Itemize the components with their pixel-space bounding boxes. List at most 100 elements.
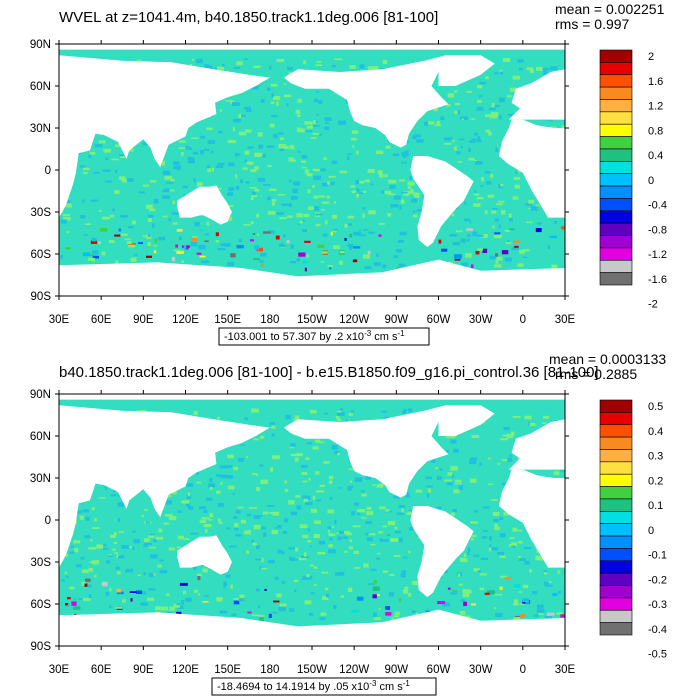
ocean-cell	[310, 508, 318, 513]
ocean-cell	[258, 144, 264, 149]
ocean-cell	[406, 191, 411, 195]
ocean-cell	[286, 240, 290, 244]
ocean-cell	[347, 156, 350, 161]
ocean-cell	[412, 210, 416, 213]
ocean-cell	[315, 471, 320, 475]
ocean-cell	[66, 604, 70, 607]
ocean-cell	[290, 511, 298, 516]
ocean-cell	[117, 495, 120, 497]
ocean-cell	[338, 571, 345, 576]
ocean-cell	[317, 100, 323, 104]
ocean-cell	[335, 572, 342, 576]
ocean-cell	[317, 244, 325, 248]
ocean-cell	[316, 499, 322, 502]
ocean-cell	[460, 145, 463, 149]
ocean-cell	[82, 569, 89, 574]
ocean-cell	[332, 230, 338, 233]
ocean-cell	[112, 208, 115, 212]
ocean-cell	[211, 167, 214, 172]
ocean-cell	[446, 482, 453, 486]
ocean-cell	[104, 180, 112, 183]
colorbar-swatch	[599, 210, 633, 224]
ocean-cell	[318, 195, 326, 198]
ocean-cell	[260, 435, 265, 439]
ocean-cell	[458, 583, 463, 586]
ocean-cell	[479, 587, 485, 590]
ocean-cell	[375, 150, 384, 155]
land-mass	[59, 44, 565, 50]
ocean-cell	[415, 489, 423, 493]
ocean-cell	[178, 147, 186, 149]
ocean-cell	[130, 598, 133, 602]
ocean-cell	[251, 85, 259, 90]
ocean-cell	[84, 535, 91, 539]
ocean-cell	[461, 262, 469, 267]
ocean-cell	[351, 609, 360, 613]
ocean-cell	[179, 236, 182, 240]
ocean-cell	[235, 174, 238, 179]
ocean-cell	[279, 217, 287, 220]
ocean-cell	[489, 536, 492, 541]
ocean-cell	[314, 439, 321, 443]
y-tick-label: 30S	[31, 207, 52, 219]
ocean-cell	[324, 412, 328, 415]
ocean-cell	[373, 617, 381, 620]
ocean-cell	[79, 165, 86, 168]
ocean-cell	[204, 148, 210, 152]
land-mass	[59, 405, 270, 568]
ocean-cell	[304, 240, 311, 243]
ocean-cell	[487, 590, 495, 595]
ocean-cell	[480, 234, 488, 238]
ocean-cell	[402, 155, 407, 158]
ocean-cell	[306, 254, 310, 258]
ocean-cell	[137, 574, 141, 577]
ocean-cell	[251, 195, 257, 198]
ocean-cell	[482, 530, 488, 532]
ocean-cell	[238, 598, 245, 602]
ocean-cell	[327, 265, 333, 268]
colorbar-swatch	[599, 247, 633, 261]
x-axis-labels: 30E 60E 90E 120E 150E 180 150W 120W 90W 60W 30W 0 30…	[49, 314, 576, 326]
ocean-cell	[256, 487, 260, 492]
ocean-cell	[64, 571, 68, 574]
ocean-cell	[496, 256, 503, 261]
ocean-cell	[366, 506, 372, 510]
ocean-cell	[257, 615, 265, 617]
ocean-cell	[322, 183, 329, 187]
ocean-cell	[187, 492, 191, 497]
ocean-cell	[85, 516, 90, 521]
ocean-cell	[489, 544, 492, 549]
ocean-cell	[232, 140, 237, 144]
ocean-cell	[288, 500, 295, 505]
ocean-cell	[398, 598, 402, 602]
panel-title: b40.1850.track1.1deg.006 [81-100] - b.e1…	[59, 364, 599, 381]
ocean-cell	[207, 140, 216, 144]
ocean-cell	[216, 490, 221, 494]
ocean-cell	[349, 233, 352, 238]
ocean-cell	[401, 161, 407, 164]
ocean-cell	[368, 533, 376, 536]
ocean-cell	[376, 484, 383, 488]
ocean-cell	[518, 591, 523, 593]
colorbar-label: 0.8	[648, 125, 663, 137]
ocean-cell	[458, 138, 465, 141]
ocean-cell	[231, 102, 240, 106]
ocean-cell	[364, 266, 372, 270]
ocean-cell	[512, 75, 521, 80]
ocean-cell	[281, 551, 285, 555]
ocean-cell	[256, 247, 263, 252]
ocean-cell	[382, 264, 387, 269]
ocean-cell	[229, 545, 237, 548]
ocean-cell	[319, 484, 325, 488]
ocean-cell	[351, 410, 355, 413]
ocean-cell	[327, 181, 332, 185]
ocean-cell	[301, 464, 308, 468]
x-tick-label: 90E	[133, 664, 154, 676]
ocean-cell	[284, 488, 289, 492]
ocean-cell	[340, 408, 344, 411]
ocean-cell	[185, 597, 192, 602]
ocean-cell	[444, 479, 452, 482]
ocean-cell	[328, 549, 336, 554]
ocean-cell	[471, 138, 477, 141]
ocean-cell	[454, 259, 461, 261]
